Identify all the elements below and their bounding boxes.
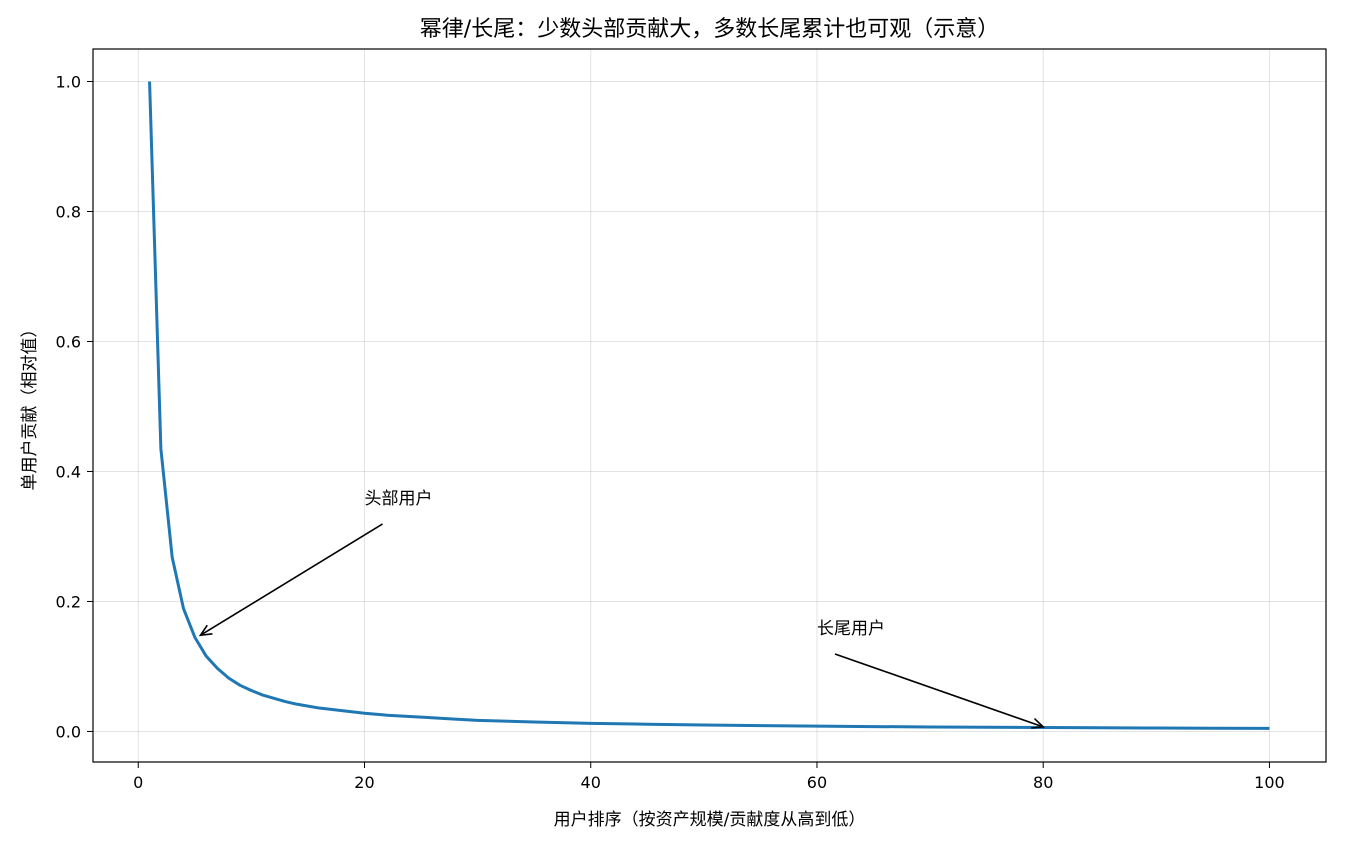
grid: [93, 49, 1326, 762]
x-tick-label: 0: [133, 773, 143, 792]
x-tick-label: 20: [354, 773, 374, 792]
y-tick-label: 0.6: [56, 332, 81, 351]
x-tick-label: 40: [581, 773, 601, 792]
series-line: [148, 81, 1270, 730]
x-tick-label: 100: [1254, 773, 1285, 792]
annotation-arrowhead: [198, 624, 213, 637]
y-tick-label: 0.0: [56, 722, 81, 741]
series-layer: [148, 81, 1270, 730]
annotation-arrow: [201, 523, 383, 635]
x-tick-label: 60: [807, 773, 827, 792]
axis-ticks: 0 20 40 60 80 100 0.0 0.2 0.4 0.6 0.8 1.0: [56, 72, 1285, 792]
annotation-arrow: [834, 653, 1042, 727]
chart-title: 幂律/长尾：少数头部贡献大，多数长尾累计也可观（示意）: [420, 17, 999, 42]
x-tick-label: 80: [1033, 773, 1053, 792]
y-axis-label: 单用户贡献（相对值）: [20, 321, 40, 491]
plot-frame: [92, 48, 1327, 763]
x-axis-label: 用户排序（按资产规模/贡献度从高到低）: [554, 810, 866, 830]
annotation-label: 长尾用户: [817, 619, 885, 639]
y-tick-label: 0.4: [56, 462, 81, 481]
y-tick-label: 0.2: [56, 592, 81, 611]
annotation-label: 头部用户: [364, 489, 432, 509]
y-tick-label: 0.8: [56, 202, 81, 221]
annotation-arrowhead: [1031, 717, 1046, 729]
y-tick-label: 1.0: [56, 72, 81, 91]
